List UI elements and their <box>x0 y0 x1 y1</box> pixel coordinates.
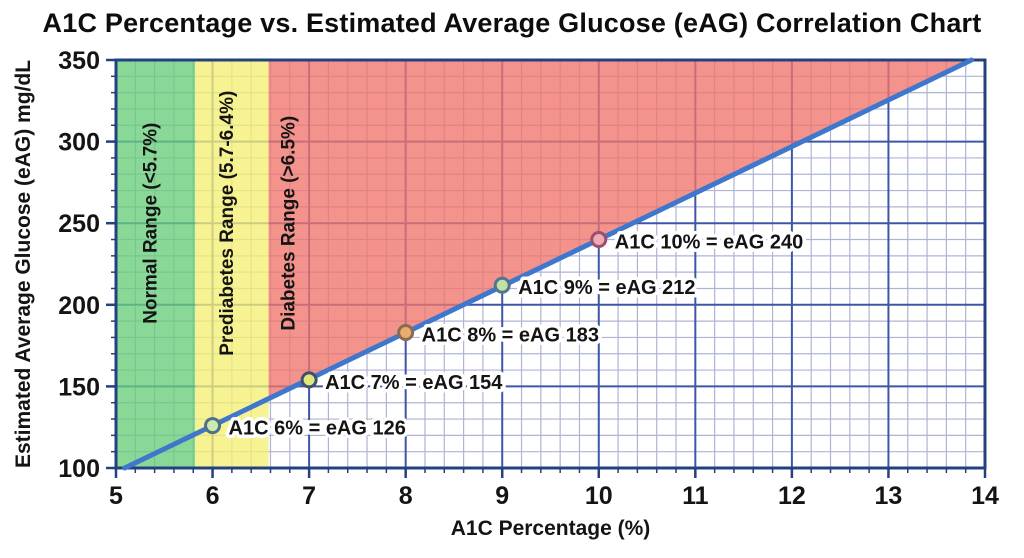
data-point-7 <box>300 371 318 389</box>
y-tick-label: 150 <box>58 373 100 401</box>
x-tick-label: 8 <box>399 482 413 510</box>
x-tick-label: 6 <box>206 482 220 510</box>
data-point-label-6: A1C 6% = eAG 126 <box>229 418 406 440</box>
y-tick-label: 250 <box>58 210 100 238</box>
x-tick-label: 5 <box>109 482 123 510</box>
y-tick-label: 200 <box>58 292 100 320</box>
zone-label-0: Normal Range (<5.7%) <box>141 123 162 324</box>
y-tick-label: 300 <box>58 129 100 157</box>
data-point-label-8: A1C 8% = eAG 183 <box>422 325 599 347</box>
data-point-8 <box>397 324 415 342</box>
x-axis-title: A1C Percentage (%) <box>451 517 651 540</box>
x-tick-label: 14 <box>971 482 999 510</box>
x-tick-label: 7 <box>302 482 316 510</box>
x-tick-label: 12 <box>778 482 806 510</box>
x-tick-label: 9 <box>495 482 509 510</box>
zone-band-0 <box>116 60 196 468</box>
data-point-label-7: A1C 7% = eAG 154 <box>325 372 503 394</box>
data-point-label-9: A1C 9% = eAG 212 <box>518 277 695 299</box>
data-point-10 <box>590 231 608 249</box>
zone-label-2: Diabetes Range (>6.5%) <box>279 116 300 331</box>
y-tick-label: 100 <box>58 455 100 483</box>
axis-ticks <box>106 58 987 478</box>
x-tick-label: 11 <box>682 482 709 510</box>
y-tick-label: 350 <box>58 47 100 75</box>
chart-title: A1C Percentage vs. Estimated Average Glu… <box>42 8 982 38</box>
y-axis-title: Estimated Average Glucose (eAG) mg/dL <box>12 60 35 468</box>
zone-label-1: Prediabetes Range (5.7-6.4%) <box>217 91 238 356</box>
x-tick-label: 10 <box>585 482 613 510</box>
x-tick-label: 13 <box>875 482 903 510</box>
trend-line <box>122 57 974 471</box>
zone-band-1 <box>195 60 269 468</box>
data-point-6 <box>204 417 222 435</box>
data-point-9 <box>493 276 511 294</box>
plot-border <box>114 58 987 470</box>
data-point-label-10: A1C 10% = eAG 240 <box>615 232 803 254</box>
